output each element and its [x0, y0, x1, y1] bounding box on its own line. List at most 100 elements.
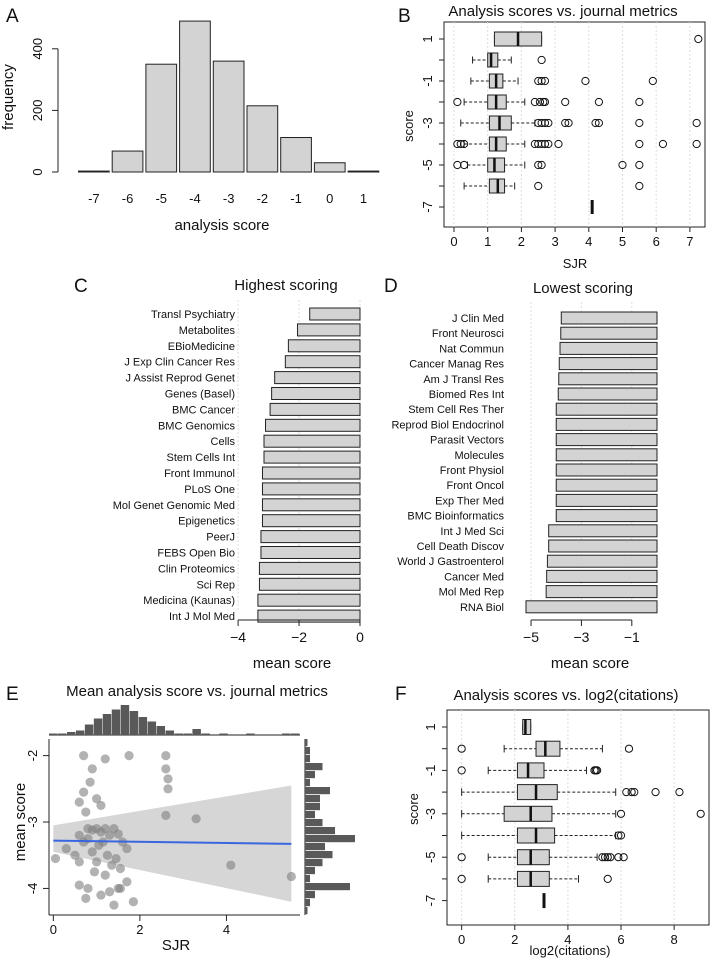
journal-bar: [261, 514, 361, 528]
journal-label: J Clin Med: [452, 313, 504, 325]
scatter-point: [92, 857, 102, 867]
x-tick-label: -6: [122, 191, 134, 206]
journal-label: Epigenetics: [178, 516, 235, 528]
x-tick-label: 2: [511, 932, 518, 947]
box-outlier: [460, 160, 469, 170]
journal-bar: [269, 402, 361, 416]
right-hist-bar: [305, 755, 310, 763]
right-hist-bar: [305, 907, 308, 915]
box-outlier: [537, 55, 546, 65]
box-outlier: [651, 788, 660, 797]
box-outlier: [627, 788, 636, 797]
box-outlier: [457, 874, 466, 884]
scatter-point: [115, 883, 126, 894]
journal-label: Mol Med Rep: [439, 587, 504, 599]
journal-bar: [260, 530, 361, 544]
right-hist-bar: [305, 827, 335, 835]
top-hist-bar: [75, 730, 85, 735]
box-iqr: [516, 870, 550, 887]
x-tick-label: 2: [136, 922, 143, 937]
box-outlier: [457, 744, 466, 753]
journal-label: Cells: [211, 436, 236, 448]
journal-bar: [546, 569, 658, 583]
y-tick-label: 1: [420, 35, 435, 42]
scatter-point: [85, 777, 95, 787]
scatter-point: [61, 843, 71, 854]
scatter-point: [163, 774, 173, 784]
box-outlier: [537, 76, 546, 86]
journal-bar: [548, 524, 658, 538]
journal-label: BMC Genomics: [158, 420, 236, 432]
scatter-point: [111, 853, 121, 864]
y-tick-label: -3: [423, 808, 438, 820]
scatter-point: [100, 870, 110, 880]
top-hist-bar: [129, 711, 139, 735]
scatter-point: [113, 829, 123, 839]
scatter-point: [100, 754, 110, 764]
box-outlier: [624, 744, 634, 753]
journal-bar: [261, 498, 361, 512]
box-iqr: [488, 136, 507, 152]
scatter-point: [87, 764, 97, 774]
top-hist-bar: [174, 733, 183, 735]
journal-bar: [548, 539, 658, 553]
right-hist-bar: [305, 843, 325, 851]
top-hist-bar: [282, 733, 291, 735]
panel-b-xlabel: SJR: [563, 256, 588, 271]
panel-label-d: D: [384, 276, 398, 297]
box-outlier: [616, 809, 626, 818]
journal-bar: [545, 585, 658, 599]
box-outlier: [544, 118, 553, 128]
box-iqr: [516, 762, 545, 779]
journal-label: Medicina (Kaunas): [143, 595, 235, 607]
scatter-point: [286, 871, 296, 882]
scatter-point: [74, 797, 84, 807]
scatter-point: [50, 853, 61, 864]
x-tick-label: -1: [290, 191, 302, 206]
top-hist-bar: [66, 732, 76, 735]
panel-b-title: Analysis scores vs. journal metrics: [448, 3, 677, 20]
x-tick-label: 4: [564, 932, 571, 947]
box-outlier: [635, 181, 644, 191]
panel-f-title: Analysis scores vs. log2(citations): [453, 687, 678, 704]
scatter-point: [81, 893, 91, 903]
journal-bar: [258, 561, 361, 575]
box-outlier: [540, 97, 550, 107]
right-hist-bar: [305, 779, 310, 787]
confidence-band: [53, 785, 292, 902]
scatter-point: [81, 807, 91, 817]
x-tick-label: 0: [50, 922, 57, 937]
scatter-point: [70, 850, 80, 860]
y-tick-label: -3: [420, 117, 435, 129]
journal-bar: [525, 600, 658, 614]
scatter-point: [115, 863, 126, 874]
histogram-bar: [347, 170, 380, 173]
journal-bar: [258, 577, 361, 591]
box-outlier: [456, 139, 465, 149]
right-hist-bar: [305, 803, 320, 811]
box-outlier: [561, 97, 570, 107]
box-outlier: [457, 853, 466, 862]
box-outlier: [460, 139, 469, 149]
journal-bar: [559, 341, 658, 355]
x-tick-label: -3: [223, 191, 235, 206]
journal-label: Parasit Vectors: [430, 435, 504, 447]
scatter-point: [163, 784, 173, 794]
box-outlier: [453, 97, 462, 107]
scatter-point: [92, 794, 102, 804]
box-outlier: [696, 809, 705, 818]
panel-b-ylabel: score: [401, 110, 416, 142]
journal-label: RNA Biol: [460, 602, 504, 614]
journal-bar: [261, 482, 361, 496]
box-outlier: [540, 139, 550, 149]
panel-c-title: Highest scoring: [234, 277, 337, 294]
journal-label: Transl Psychiatry: [151, 309, 235, 321]
journal-bar: [555, 478, 658, 492]
journal-label: Front Neurosci: [432, 328, 504, 340]
top-hist-bar: [183, 733, 192, 735]
box-outlier: [594, 97, 604, 107]
x-tick-label: 0: [450, 234, 457, 249]
right-hist-bar: [305, 891, 315, 899]
journal-label: Mol Genet Genomic Med: [113, 500, 235, 512]
